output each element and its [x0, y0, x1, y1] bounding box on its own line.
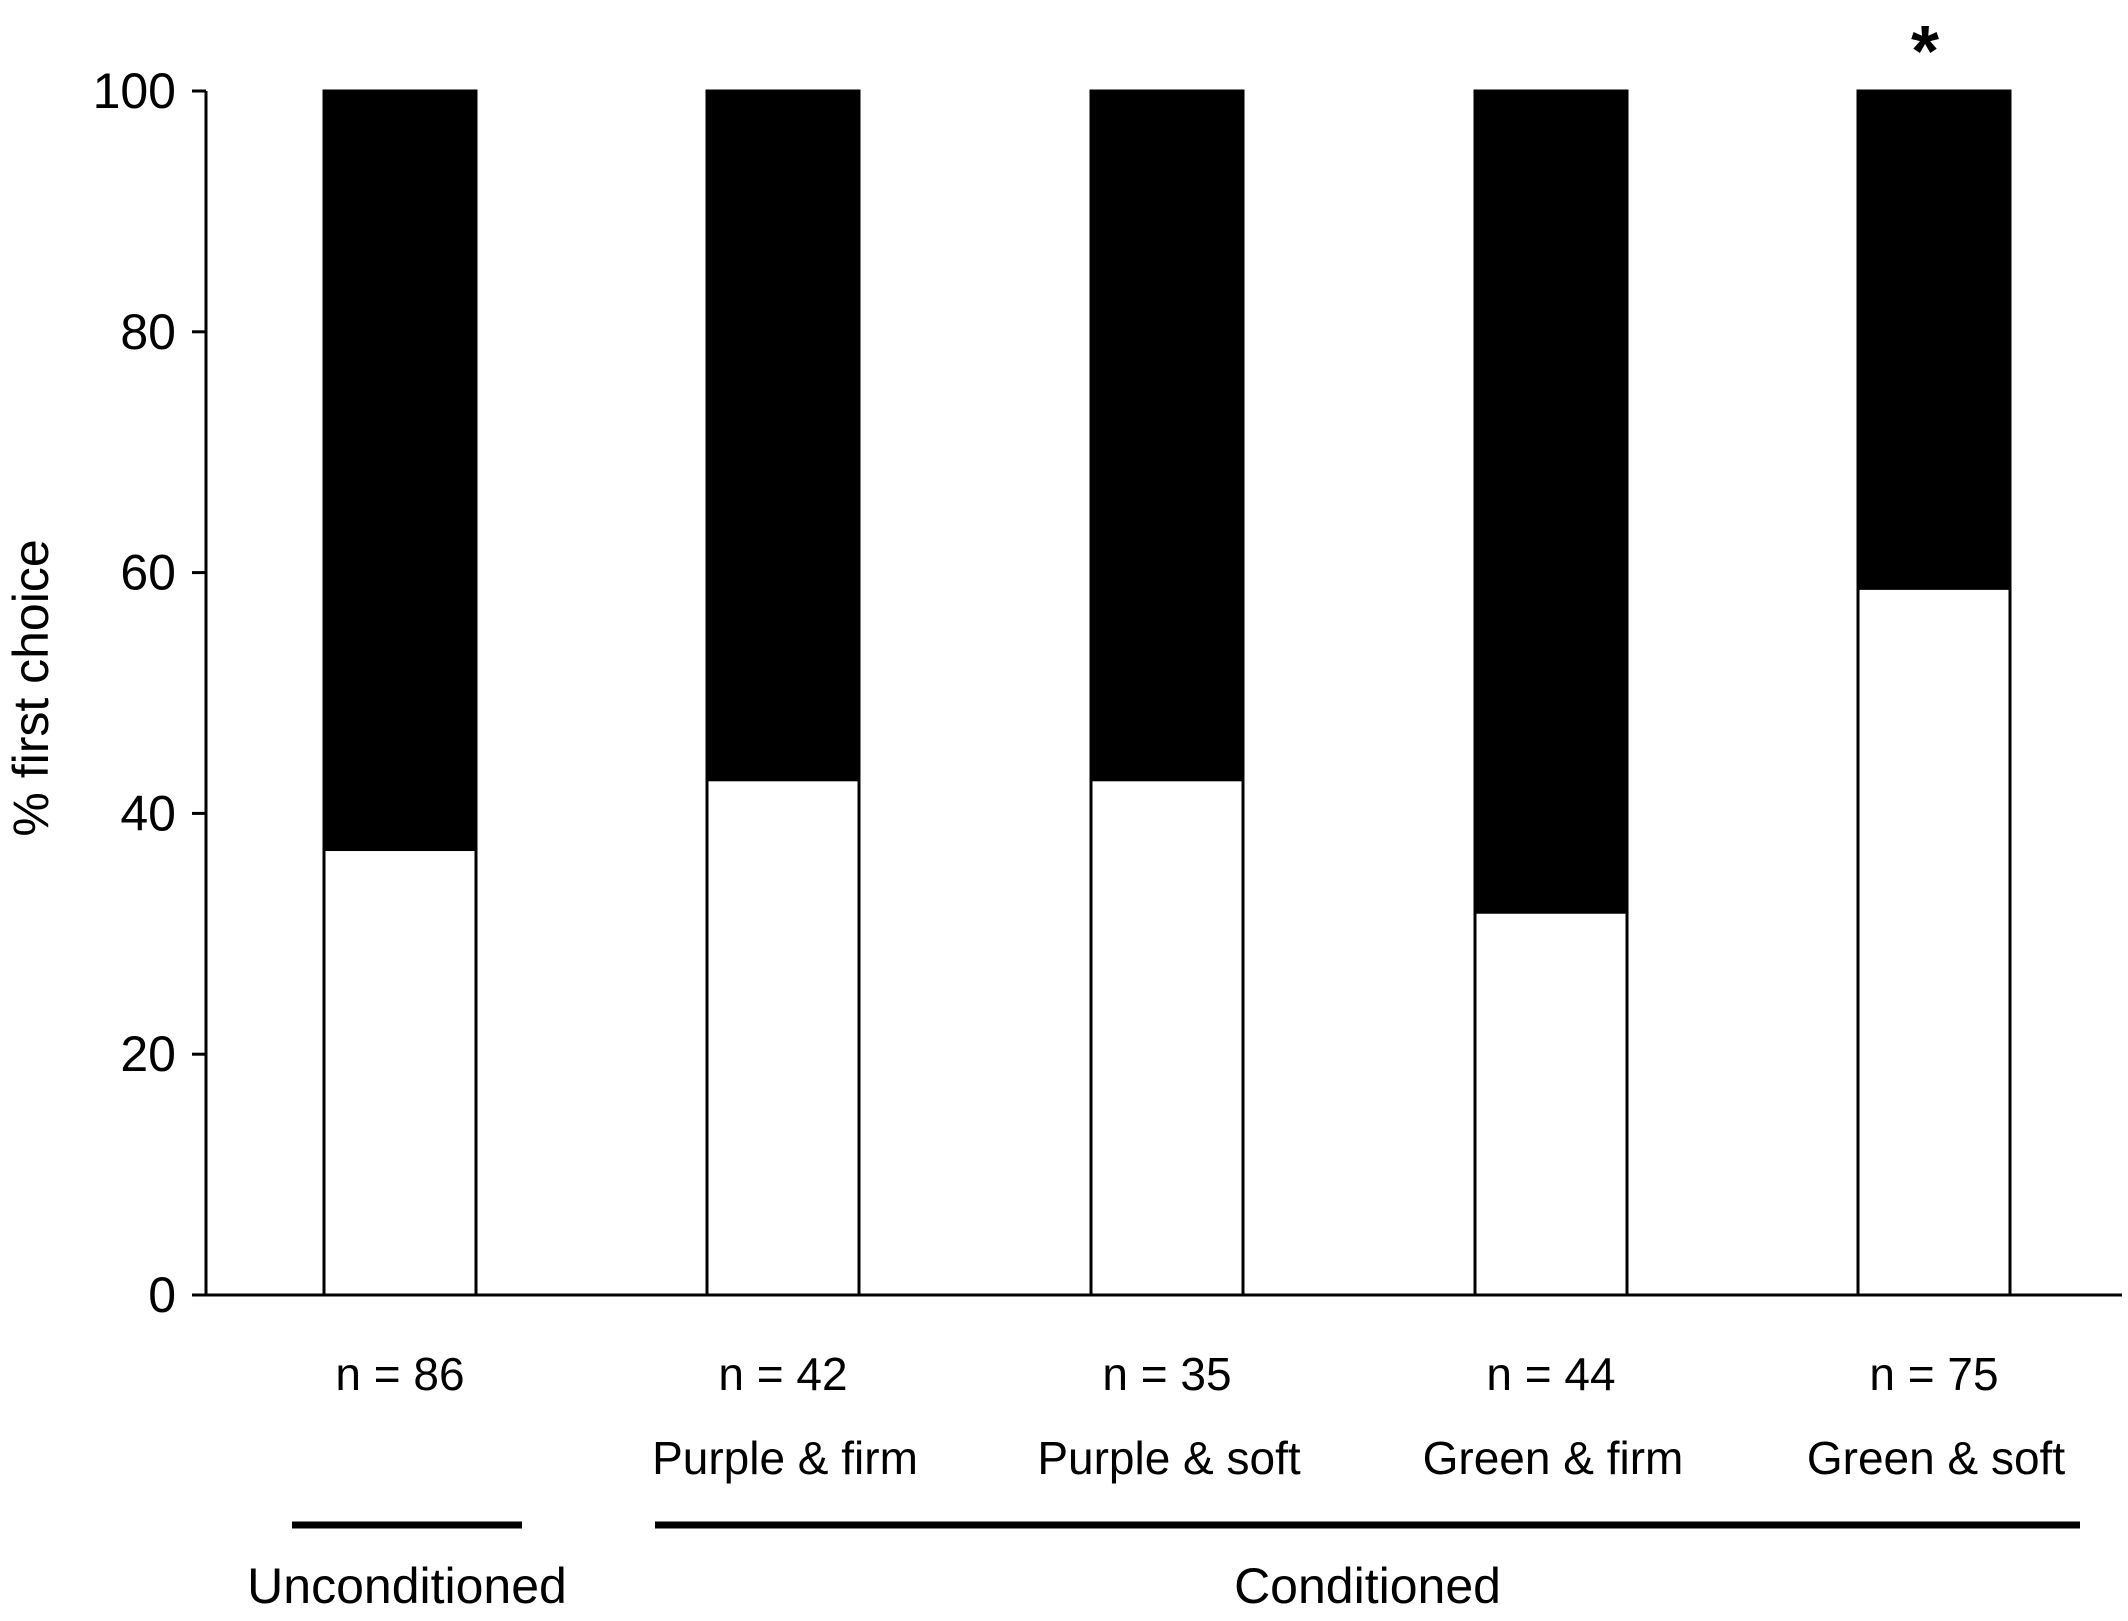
significance-asterisk: * [1911, 12, 1939, 92]
bar-segment-upper [1089, 89, 1245, 782]
y-tick-label: 100 [93, 63, 176, 119]
sample-size-label: n = 75 [1869, 1348, 1998, 1400]
group-label: Conditioned [1234, 1558, 1501, 1614]
sample-size-label: n = 86 [335, 1348, 464, 1400]
bar-segment-upper [1856, 89, 2012, 590]
bar-segment-upper [322, 89, 478, 852]
y-tick-label: 60 [120, 545, 176, 601]
y-tick-label: 0 [148, 1267, 176, 1323]
bar-segment-lower [322, 848, 478, 1297]
category-label: Purple & firm [652, 1432, 918, 1484]
sample-size-label: n = 44 [1486, 1348, 1615, 1400]
category-label: Green & firm [1423, 1432, 1684, 1484]
bar-segment-upper [1473, 89, 1629, 914]
y-tick-label: 80 [120, 304, 176, 360]
sample-size-label: n = 42 [718, 1348, 847, 1400]
bar-segment-lower [1856, 586, 2012, 1297]
bar-segment-upper [705, 89, 861, 782]
bar-segment-lower [1089, 778, 1245, 1297]
chart-labels: n = 86 n = 42 Purple & firm n = 35 Purple & … [247, 12, 2080, 1614]
group-label: Unconditioned [247, 1558, 567, 1614]
chart-bars [322, 89, 2012, 1297]
chart-axes: 0 20 40 60 80 100 [93, 63, 2122, 1323]
bar-segment-lower [1473, 910, 1629, 1297]
sample-size-label: n = 35 [1102, 1348, 1231, 1400]
y-axis-title: % first choice [3, 539, 59, 836]
category-label: Green & soft [1807, 1432, 2065, 1484]
category-label: Purple & soft [1037, 1432, 1301, 1484]
y-tick-label: 20 [120, 1026, 176, 1082]
bar-segment-lower [705, 778, 861, 1297]
y-tick-label: 40 [120, 785, 176, 841]
